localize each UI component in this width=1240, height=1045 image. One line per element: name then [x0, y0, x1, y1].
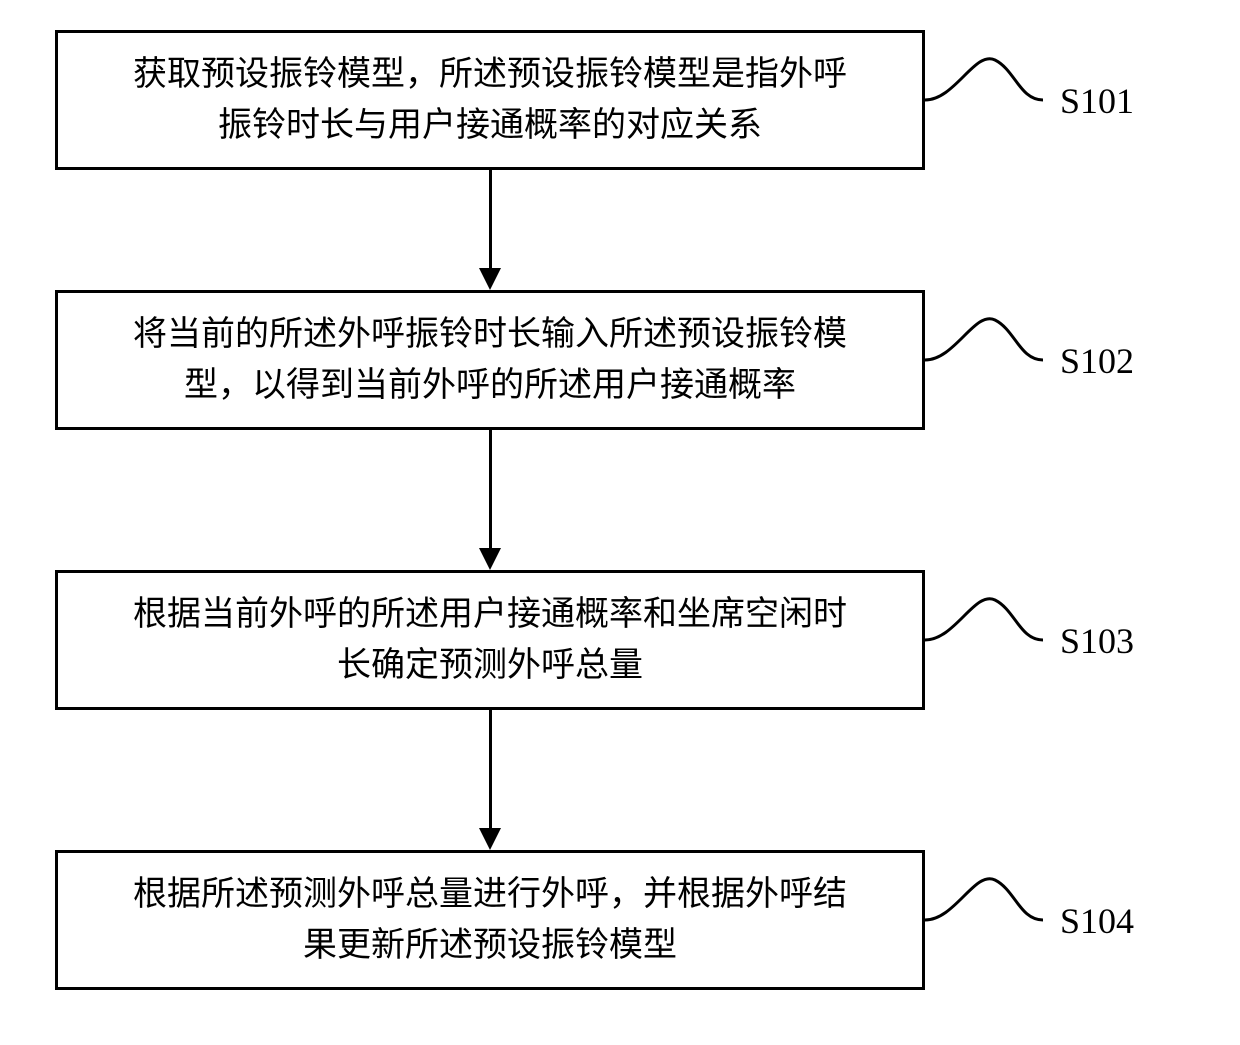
- step-label-s101: S101: [1060, 80, 1134, 122]
- step-label-s102: S102: [1060, 340, 1134, 382]
- step-label-s103: S103: [1060, 620, 1134, 662]
- arrow-3-line: [489, 710, 492, 828]
- step-text-s104: 根据所述预测外呼总量进行外呼，并根据外呼结 果更新所述预设振铃模型: [133, 869, 847, 971]
- step-text-s101: 获取预设振铃模型，所述预设振铃模型是指外呼 振铃时长与用户接通概率的对应关系: [133, 49, 847, 151]
- arrow-2-line: [489, 430, 492, 548]
- flowchart-canvas: 获取预设振铃模型，所述预设振铃模型是指外呼 振铃时长与用户接通概率的对应关系 S…: [0, 0, 1240, 1045]
- arrow-2-head: [479, 548, 501, 570]
- step-text-s103: 根据当前外呼的所述用户接通概率和坐席空闲时 长确定预测外呼总量: [133, 589, 847, 691]
- step-text-s102: 将当前的所述外呼振铃时长输入所述预设振铃模 型，以得到当前外呼的所述用户接通概率: [133, 309, 847, 411]
- connector-s101: [925, 60, 1055, 140]
- connector-s103: [925, 600, 1055, 680]
- step-box-s104: 根据所述预测外呼总量进行外呼，并根据外呼结 果更新所述预设振铃模型: [55, 850, 925, 990]
- step-label-s104: S104: [1060, 900, 1134, 942]
- connector-s104: [925, 880, 1055, 960]
- arrow-1-head: [479, 268, 501, 290]
- step-box-s102: 将当前的所述外呼振铃时长输入所述预设振铃模 型，以得到当前外呼的所述用户接通概率: [55, 290, 925, 430]
- arrow-3-head: [479, 828, 501, 850]
- connector-s102: [925, 320, 1055, 400]
- step-box-s101: 获取预设振铃模型，所述预设振铃模型是指外呼 振铃时长与用户接通概率的对应关系: [55, 30, 925, 170]
- step-box-s103: 根据当前外呼的所述用户接通概率和坐席空闲时 长确定预测外呼总量: [55, 570, 925, 710]
- arrow-1-line: [489, 170, 492, 268]
